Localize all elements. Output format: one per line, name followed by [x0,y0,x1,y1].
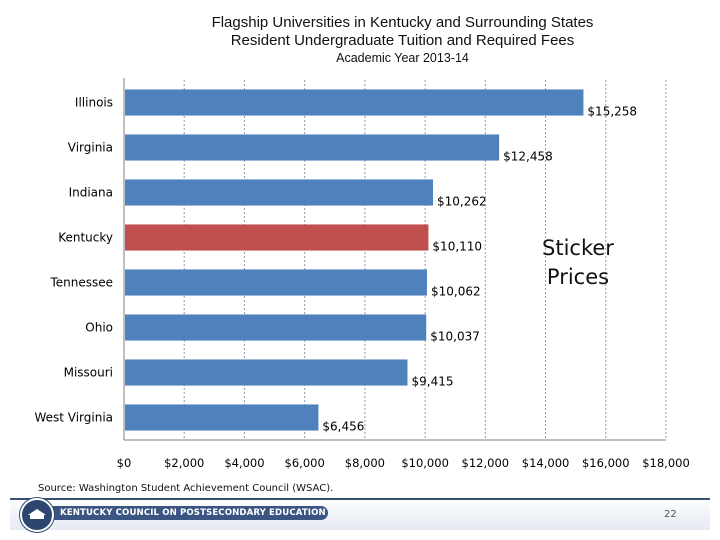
bar-kentucky [125,224,429,251]
bars [125,89,584,431]
chart-title-line-2: Resident Undergraduate Tuition and Requi… [230,32,575,49]
bar-virginia [125,134,500,161]
bar-ohio [125,314,427,341]
x-tick-label: $2,000 [164,456,204,470]
footer-band [38,506,328,520]
bar-missouri [125,359,408,386]
annotation-line-2: Prices [546,265,610,289]
cap-top-shape [28,509,46,515]
x-tick-label: $18,000 [642,456,690,470]
sticker-prices-annotation: Sticker Prices [530,234,626,292]
category-label: Illinois [75,96,113,110]
category-label: Indiana [69,186,113,200]
category-label: West Virginia [34,411,113,425]
x-tick-label: $14,000 [522,456,570,470]
source-note: Source: Washington Student Achievement C… [38,483,334,494]
bar-tennessee [125,269,427,296]
labels: $0 $2,000 $4,000 $6,000 $8,000 $10,000 $12,000… [34,96,689,471]
data-label: $12,458 [503,150,553,164]
graduation-cap-logo-icon [20,498,54,532]
category-label: Missouri [64,366,113,380]
cap-base-shape [30,515,44,519]
data-label: $10,037 [430,330,480,344]
data-label: $10,262 [437,195,487,209]
footer-bar: KENTUCKY COUNCIL ON POSTSECONDARY EDUCAT… [10,498,710,532]
category-label: Ohio [85,321,113,335]
chart-title-line-3: Academic Year 2013-14 [336,51,469,65]
x-tick-label: $12,000 [462,456,510,470]
tuition-bar-chart: $0 $2,000 $4,000 $6,000 $8,000 $10,000 $12,000… [34,78,690,471]
data-label: $10,062 [431,285,481,299]
data-label: $10,110 [432,240,482,254]
x-tick-label: $8,000 [345,456,385,470]
category-label: Virginia [68,141,113,155]
data-label: $15,258 [587,105,637,119]
x-tick-label: $16,000 [582,456,630,470]
chart-title-line-1: Flagship Universities in Kentucky and Su… [211,14,594,31]
x-tick-label: $4,000 [224,456,264,470]
page-number: 22 [664,509,677,520]
annotation-line-1: Sticker [542,236,614,260]
data-label: $6,456 [322,420,364,434]
x-tick-label: $10,000 [401,456,449,470]
org-name: KENTUCKY COUNCIL ON POSTSECONDARY EDUCAT… [60,508,326,518]
category-label: Kentucky [58,231,113,245]
category-label: Tennessee [49,276,113,290]
bar-west-virginia [125,404,319,431]
chart-title: Flagship Universities in Kentucky and Su… [0,14,720,66]
x-tick-label: $6,000 [285,456,325,470]
x-tick-label: $0 [117,456,132,470]
bar-indiana [125,179,434,206]
bar-illinois [125,89,584,116]
data-label: $9,415 [411,375,453,389]
